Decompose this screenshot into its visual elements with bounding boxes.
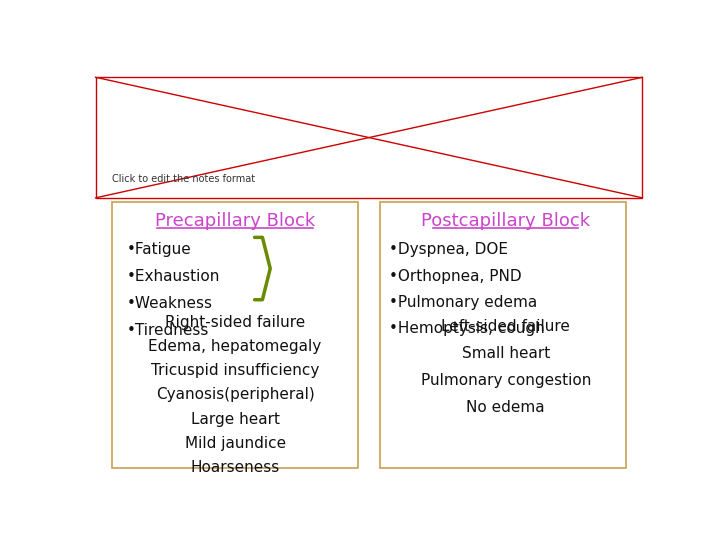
- Text: Large heart: Large heart: [191, 411, 279, 427]
- Text: Left-sided failure: Left-sided failure: [441, 319, 570, 334]
- FancyBboxPatch shape: [380, 202, 626, 468]
- Text: Postcapillary Block: Postcapillary Block: [421, 212, 590, 230]
- Text: •Dyspnea, DOE: •Dyspnea, DOE: [389, 242, 508, 258]
- Text: Small heart: Small heart: [462, 346, 550, 361]
- Text: •Fatigue: •Fatigue: [126, 242, 191, 258]
- Text: Edema, hepatomegaly: Edema, hepatomegaly: [148, 339, 322, 354]
- Text: Click to edit the notes format: Click to edit the notes format: [112, 174, 256, 184]
- Text: •Exhaustion: •Exhaustion: [126, 269, 220, 285]
- Text: •Weakness: •Weakness: [126, 296, 212, 312]
- Text: Hoarseness: Hoarseness: [191, 460, 279, 475]
- Text: Right-sided failure: Right-sided failure: [165, 315, 305, 330]
- FancyBboxPatch shape: [112, 202, 358, 468]
- Text: •Hemoptysis, cough: •Hemoptysis, cough: [389, 321, 544, 336]
- Text: Mild jaundice: Mild jaundice: [184, 436, 286, 451]
- Text: No edema: No edema: [467, 400, 545, 415]
- Text: •Orthopnea, PND: •Orthopnea, PND: [389, 268, 521, 284]
- Text: Precapillary Block: Precapillary Block: [155, 212, 315, 230]
- FancyBboxPatch shape: [96, 77, 642, 198]
- Text: •Tiredness: •Tiredness: [126, 323, 209, 339]
- Text: Tricuspid insufficiency: Tricuspid insufficiency: [151, 363, 319, 379]
- Text: Pulmonary congestion: Pulmonary congestion: [420, 373, 591, 388]
- Text: Cyanosis(peripheral): Cyanosis(peripheral): [156, 387, 315, 402]
- Text: •Pulmonary edema: •Pulmonary edema: [389, 295, 537, 310]
